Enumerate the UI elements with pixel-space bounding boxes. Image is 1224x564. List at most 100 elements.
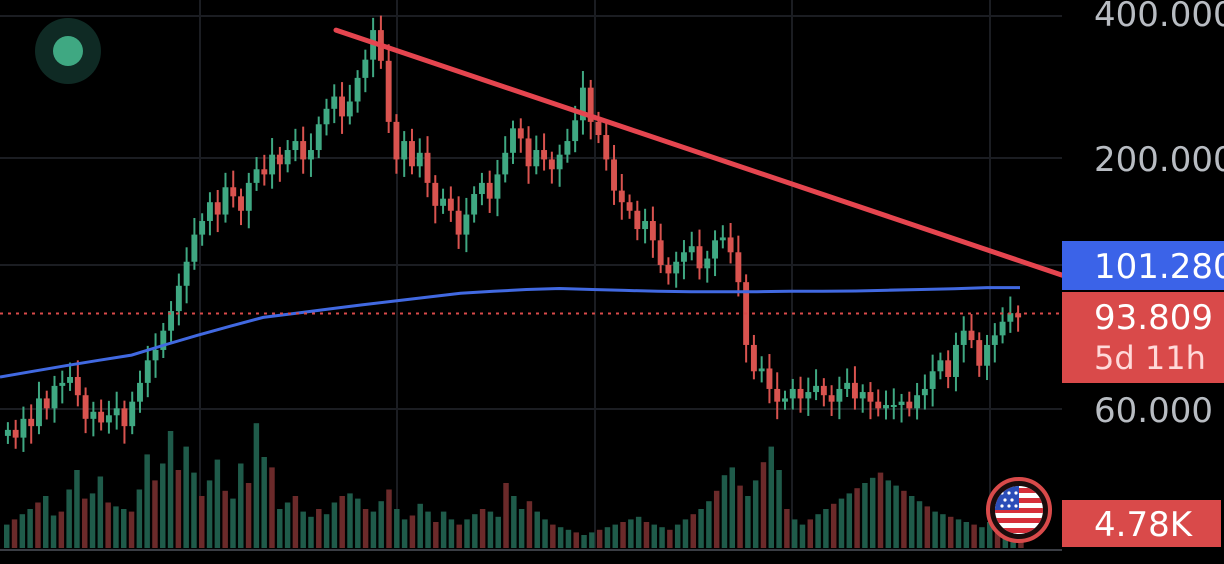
- volume-bar-1: [11, 519, 18, 548]
- ma-tag-bg: [1062, 241, 1224, 290]
- volume-bar-41: [323, 514, 330, 548]
- candle-51: [401, 141, 408, 160]
- candle-96: [750, 344, 757, 372]
- candle-8: [67, 376, 74, 383]
- candle-39: [308, 150, 314, 160]
- ma-tag-text: 101.280: [1094, 247, 1224, 287]
- countdown-text: 5d 11h: [1094, 339, 1206, 377]
- volume-bar-89: [698, 509, 704, 548]
- volume-bar-120: [940, 514, 946, 548]
- candle-112: [875, 401, 882, 409]
- candle-24: [191, 234, 198, 262]
- volume-bar-33: [261, 457, 267, 548]
- volume-bar-111: [869, 477, 876, 548]
- candle-128: [999, 321, 1006, 336]
- volume-bar-68: [534, 511, 540, 548]
- dot-circle-icon[interactable]: [35, 18, 101, 84]
- candle-72: [564, 141, 571, 155]
- candle-54: [424, 152, 431, 183]
- volume-bar-100: [784, 509, 790, 548]
- candle-25: [199, 221, 206, 235]
- us-flag-icon[interactable]: [986, 477, 1052, 543]
- candle-89: [696, 246, 703, 269]
- volume-bar-83: [651, 524, 657, 548]
- volume-bar-57: [448, 519, 455, 548]
- candle-37: [292, 141, 299, 151]
- volume-bar-54: [425, 511, 431, 548]
- candle-88: [688, 246, 695, 253]
- candle-16: [129, 401, 136, 427]
- volume-bar-66: [518, 509, 525, 548]
- volume-bar-7: [58, 511, 65, 548]
- candle-78: [611, 159, 617, 191]
- volume-bar-110: [862, 483, 868, 548]
- volume-bar-114: [893, 485, 899, 548]
- candle-23: [183, 261, 190, 286]
- candle-9: [74, 376, 81, 396]
- volume-bar-109: [854, 488, 860, 548]
- candle-41: [323, 108, 330, 125]
- volume-bar-102: [799, 524, 806, 548]
- volume-bar-71: [557, 527, 564, 548]
- candle-58: [455, 210, 462, 235]
- candle-32: [253, 169, 260, 183]
- candle-59: [463, 214, 470, 235]
- candle-76: [595, 121, 602, 136]
- volume-bar-11: [89, 493, 96, 548]
- y-tick-60: 60.000: [1094, 391, 1213, 431]
- candle-94: [735, 252, 742, 283]
- candle-83: [649, 221, 656, 241]
- volume-bar-37: [292, 496, 299, 548]
- candle-97: [758, 368, 765, 372]
- volume-bar-52: [409, 515, 416, 548]
- last-price-text: 93.809: [1094, 298, 1213, 338]
- volume-bar-39: [308, 516, 314, 548]
- volume-bar-0: [4, 524, 10, 548]
- candle-31: [245, 182, 252, 211]
- volume-bar-93: [729, 467, 736, 548]
- trendline: [333, 27, 1065, 278]
- volume-bar-15: [121, 509, 127, 548]
- volume-bar-76: [596, 529, 603, 548]
- candle-33: [261, 169, 268, 175]
- candle-65: [510, 128, 516, 153]
- volume-bar-86: [674, 524, 681, 548]
- volume-bar-53: [417, 503, 423, 548]
- volume-bar-32: [253, 423, 260, 548]
- volume-bar-3: [27, 509, 33, 548]
- volume-bar-55: [433, 522, 439, 548]
- candle-14: [113, 408, 120, 416]
- candle-93: [727, 237, 734, 253]
- candle-34: [269, 154, 276, 175]
- candle-70: [548, 159, 555, 170]
- ma-line: [0, 286, 1020, 379]
- candle-50: [393, 121, 400, 160]
- volume-bar-104: [815, 514, 821, 548]
- volume-bar-60: [472, 514, 478, 548]
- volume-bar-9: [74, 470, 80, 548]
- volume-bar-116: [908, 496, 915, 548]
- candle-129: [1007, 313, 1014, 322]
- volume-bar-21: [167, 431, 174, 548]
- candle-74: [579, 87, 586, 121]
- volume-bar-98: [768, 446, 775, 548]
- volume-tag: 4.78K: [1062, 500, 1221, 547]
- candle-130: [1015, 313, 1022, 318]
- candle-44: [346, 101, 353, 117]
- volume-bar-6: [50, 515, 57, 548]
- candle-22: [175, 285, 182, 312]
- candle-125: [976, 340, 983, 366]
- candle-79: [618, 190, 625, 203]
- volume-bar-56: [440, 511, 447, 548]
- volume-bar-103: [807, 519, 814, 548]
- candle-4: [36, 398, 42, 427]
- candle-56: [440, 198, 447, 206]
- volume-bar-108: [846, 493, 853, 548]
- candle-64: [502, 152, 509, 175]
- volume-bar-27: [214, 459, 221, 548]
- candle-85: [665, 265, 672, 274]
- volume-bar-126: [986, 522, 993, 548]
- candle-55: [432, 182, 439, 206]
